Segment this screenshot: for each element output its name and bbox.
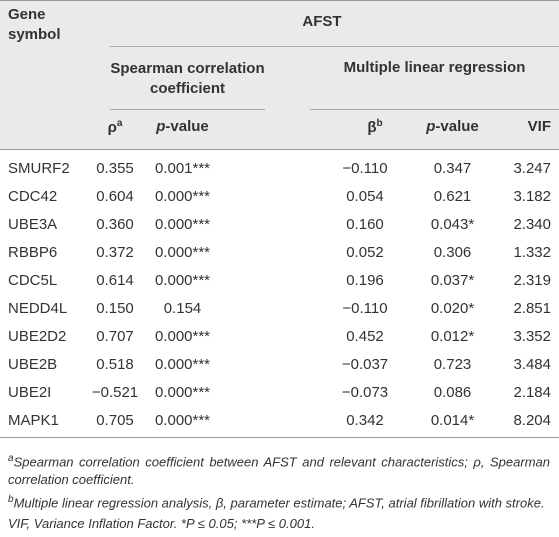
footnote-mark: a bbox=[8, 453, 14, 464]
header-gene: Gene symbol bbox=[8, 6, 61, 43]
gene-name: UBE3A bbox=[8, 216, 58, 233]
header-beta: βb bbox=[350, 118, 400, 136]
gene-name: SMURF2 bbox=[8, 160, 70, 177]
cell: 0.372 bbox=[96, 244, 134, 261]
gene-name: UBE2I bbox=[8, 384, 52, 401]
p-value: p-value bbox=[426, 118, 479, 135]
cell: −0.110 bbox=[342, 160, 388, 177]
header-spearman: Spearman correlation coefficient bbox=[110, 60, 265, 97]
footnote: aSpearman correlation coefficient betwee… bbox=[8, 450, 550, 489]
cell: 0.604 bbox=[96, 188, 134, 205]
gene-name: UBE2B bbox=[8, 356, 58, 373]
cell: 0.452 bbox=[346, 328, 384, 345]
cell: 2.319 bbox=[513, 272, 551, 289]
cell: 0.000*** bbox=[154, 244, 211, 261]
header-rho: ρa bbox=[90, 118, 140, 136]
cell: 0.001*** bbox=[154, 160, 211, 177]
gene-name: UBE2D2 bbox=[8, 328, 67, 345]
cell: 2.851 bbox=[513, 300, 551, 317]
gene-name: CDC42 bbox=[8, 188, 58, 205]
cell: 0.614 bbox=[96, 272, 134, 289]
cell: 0.355 bbox=[96, 160, 134, 177]
table-header: Gene symbol AFST Spearman correlation co… bbox=[0, 0, 559, 150]
cell: 0.000*** bbox=[154, 384, 211, 401]
cell: 0.360 bbox=[96, 216, 134, 233]
cell: 0.052 bbox=[346, 244, 384, 261]
sup: b bbox=[376, 118, 383, 129]
cell: 0.347 bbox=[433, 160, 472, 177]
cell: 0.000*** bbox=[154, 412, 211, 429]
cell: 0.342 bbox=[346, 412, 384, 429]
cell: 0.086 bbox=[433, 384, 472, 401]
cell: 0.705 bbox=[96, 412, 134, 429]
header-group: AFST bbox=[302, 13, 342, 30]
header-vif: VIF bbox=[527, 118, 551, 135]
cell: 0.000*** bbox=[154, 272, 211, 289]
cell: 0.518 bbox=[96, 356, 134, 373]
cell: 0.154 bbox=[163, 300, 202, 317]
rule bbox=[310, 109, 559, 110]
cell: 0.150 bbox=[96, 300, 134, 317]
header-mlr: Multiple linear regression bbox=[343, 59, 526, 76]
cell: 0.621 bbox=[433, 188, 472, 205]
cell: 0.160 bbox=[346, 216, 384, 233]
cell: 3.247 bbox=[513, 160, 551, 177]
cell: 0.043* bbox=[430, 216, 475, 233]
cell: 8.204 bbox=[513, 412, 551, 429]
gene-name: NEDD4L bbox=[8, 300, 68, 317]
cell: 0.306 bbox=[433, 244, 472, 261]
cell: 0.014* bbox=[430, 412, 475, 429]
cell: −0.521 bbox=[91, 384, 139, 401]
cell: 2.340 bbox=[513, 216, 551, 233]
footnote-note: VIF, Variance Inflation Factor. *P ≤ 0.0… bbox=[8, 515, 315, 531]
cell: 0.000*** bbox=[154, 216, 211, 233]
cell: −0.110 bbox=[342, 300, 388, 317]
cell: −0.073 bbox=[341, 384, 389, 401]
footnote: bMultiple linear regression analysis, β,… bbox=[8, 491, 550, 512]
footnote-text: Spearman correlation coefficient between… bbox=[8, 454, 550, 488]
gene-name: CDC5L bbox=[8, 272, 58, 289]
footnotes: aSpearman correlation coefficient betwee… bbox=[8, 450, 550, 535]
footnote-text: Multiple linear regression analysis, β, … bbox=[13, 495, 545, 511]
cell: 0.012* bbox=[430, 328, 475, 345]
sup: a bbox=[116, 118, 123, 129]
cell: 0.707 bbox=[96, 328, 134, 345]
rho: ρ bbox=[107, 119, 117, 136]
p-value: p-value bbox=[156, 118, 209, 135]
cell: 0.054 bbox=[346, 188, 384, 205]
cell: 0.000*** bbox=[154, 328, 211, 345]
beta: β bbox=[367, 119, 377, 136]
cell: 0.020* bbox=[430, 300, 475, 317]
rule bbox=[110, 109, 265, 110]
cell: −0.037 bbox=[341, 356, 389, 373]
gene-name: MAPK1 bbox=[8, 412, 59, 429]
cell: 0.000*** bbox=[154, 356, 211, 373]
cell: 3.352 bbox=[513, 328, 551, 345]
gene-name: RBBP6 bbox=[8, 244, 58, 261]
cell: 0.000*** bbox=[154, 188, 211, 205]
cell: 2.184 bbox=[513, 384, 551, 401]
cell: 3.484 bbox=[513, 356, 551, 373]
cell: 3.182 bbox=[513, 188, 551, 205]
cell: 0.196 bbox=[346, 272, 384, 289]
rule bbox=[0, 437, 559, 438]
cell: 1.332 bbox=[513, 244, 551, 261]
cell: 0.037* bbox=[430, 272, 475, 289]
header-p1: p-value bbox=[145, 118, 220, 135]
rule bbox=[110, 46, 559, 47]
header-p2: p-value bbox=[415, 118, 490, 135]
footnote-mark: b bbox=[8, 494, 14, 506]
cell: 0.723 bbox=[433, 356, 472, 373]
